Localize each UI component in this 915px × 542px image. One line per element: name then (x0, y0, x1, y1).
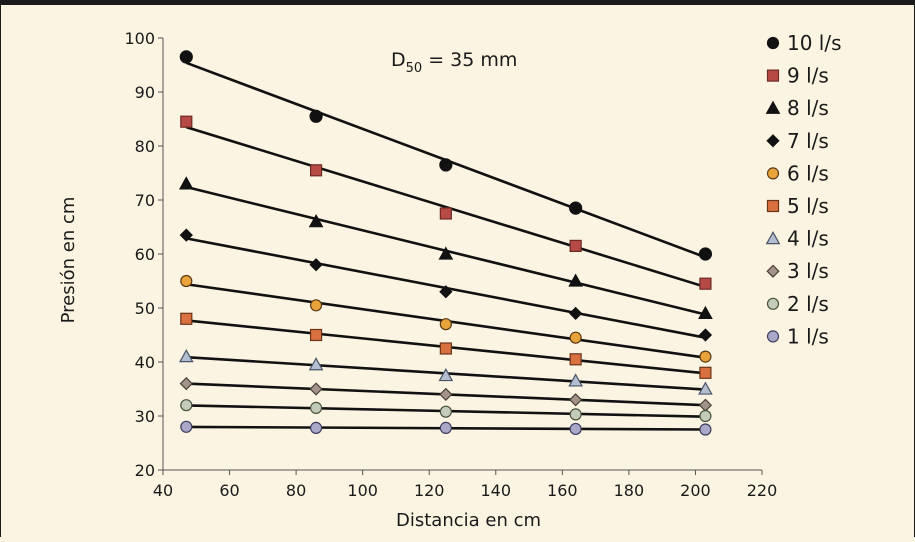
data-point (698, 305, 713, 320)
trendline-series-2 (185, 125, 706, 289)
data-point (179, 50, 193, 64)
data-point (569, 331, 582, 344)
axes: 20 30 40 50 60 70 80 90 100 40 60 80 100 120 140 160 180… (124, 29, 777, 500)
y-tick-label: 50 (135, 299, 155, 318)
data-point (309, 382, 323, 396)
data-point (698, 381, 713, 395)
x-tick-label: 180 (614, 481, 645, 500)
data-point (180, 274, 193, 288)
data-point (439, 405, 452, 418)
legend-marker (766, 36, 780, 50)
y-tick-label: 60 (135, 245, 155, 264)
data-points (178, 50, 713, 436)
y-axis-title: Presión en cm (58, 197, 79, 324)
data-point (439, 421, 452, 434)
data-point (699, 409, 712, 423)
data-point (699, 350, 712, 363)
data-point (309, 109, 323, 123)
data-point (569, 353, 582, 366)
data-point (438, 246, 454, 260)
y-tick-label: 80 (135, 137, 155, 156)
data-point (569, 422, 582, 436)
data-point (569, 201, 583, 215)
legend-label: 8 l/s (787, 96, 829, 120)
x-axis-title: Distancia en cm (396, 510, 541, 531)
y-tick-label: 40 (135, 353, 155, 372)
legend-marker (766, 330, 780, 343)
data-point (569, 239, 582, 252)
legend-marker (766, 167, 780, 180)
data-point (178, 349, 194, 363)
data-point (439, 207, 452, 220)
legend-label: 9 l/s (787, 64, 829, 88)
x-tick-label: 60 (219, 481, 239, 500)
data-point (309, 164, 323, 177)
x-tick-label: 200 (680, 481, 711, 500)
data-point (569, 408, 582, 421)
data-point (698, 398, 713, 412)
y-tick-label: 20 (135, 461, 155, 480)
data-point (568, 373, 583, 387)
legend-marker (765, 231, 781, 245)
data-point (438, 367, 454, 382)
y-tick-label: 30 (135, 407, 155, 426)
x-tick-label: 40 (153, 481, 173, 500)
data-point (180, 312, 193, 325)
legend-marker (766, 199, 780, 213)
chart-svg: 20 30 40 50 60 70 80 90 100 40 60 80 100 120 140 160 180… (58, 29, 842, 531)
data-point (699, 277, 712, 290)
data-point (179, 376, 193, 391)
y-tick-label: 100 (124, 29, 155, 48)
data-point (309, 299, 323, 312)
data-point (439, 342, 452, 355)
x-tick-label: 80 (286, 481, 306, 500)
x-tick-label: 140 (481, 481, 512, 500)
data-point (568, 273, 583, 287)
legend-marker (766, 69, 780, 82)
x-tick-label: 160 (547, 481, 578, 500)
data-point (309, 258, 323, 272)
legend-label: 1 l/s (787, 324, 829, 348)
data-point (569, 393, 583, 407)
data-point (569, 306, 583, 321)
data-point (309, 401, 323, 414)
legend-marker (766, 264, 780, 278)
data-point (309, 328, 323, 342)
y-tick-label: 70 (135, 191, 155, 210)
legend-label: 6 l/s (787, 161, 829, 185)
annotation-d50: D50 = 35 mm (391, 49, 517, 76)
x-tick-label: 100 (347, 481, 378, 500)
data-point (698, 247, 713, 261)
legend-label: 3 l/s (787, 259, 829, 283)
data-point (180, 115, 193, 128)
data-point (699, 423, 712, 436)
y-tick-label: 90 (135, 83, 155, 102)
data-point (178, 176, 194, 190)
data-point (180, 399, 193, 412)
legend: 10 l/s 9 l/s 8 l/s 7 l/s 6 l/s 5 l/s 4 l/s 3 l/… (765, 31, 842, 348)
data-point (439, 158, 453, 172)
x-tick-label: 120 (414, 481, 445, 500)
legend-label: 10 l/s (787, 31, 842, 55)
legend-marker (765, 100, 781, 114)
data-point (308, 357, 324, 371)
legend-label: 4 l/s (787, 227, 829, 251)
legend-marker (766, 297, 780, 310)
data-point (308, 214, 324, 228)
data-point (439, 387, 453, 402)
data-point (179, 228, 193, 242)
legend-label: 2 l/s (787, 292, 829, 316)
data-point (439, 285, 453, 299)
x-tick-label: 220 (747, 481, 778, 500)
legend-marker (766, 134, 780, 148)
data-point (180, 420, 193, 433)
data-point (699, 366, 712, 379)
legend-label: 5 l/s (787, 194, 829, 218)
legend-label: 7 l/s (787, 129, 829, 153)
data-point (309, 421, 323, 434)
data-point (439, 318, 452, 331)
data-point (698, 328, 713, 342)
